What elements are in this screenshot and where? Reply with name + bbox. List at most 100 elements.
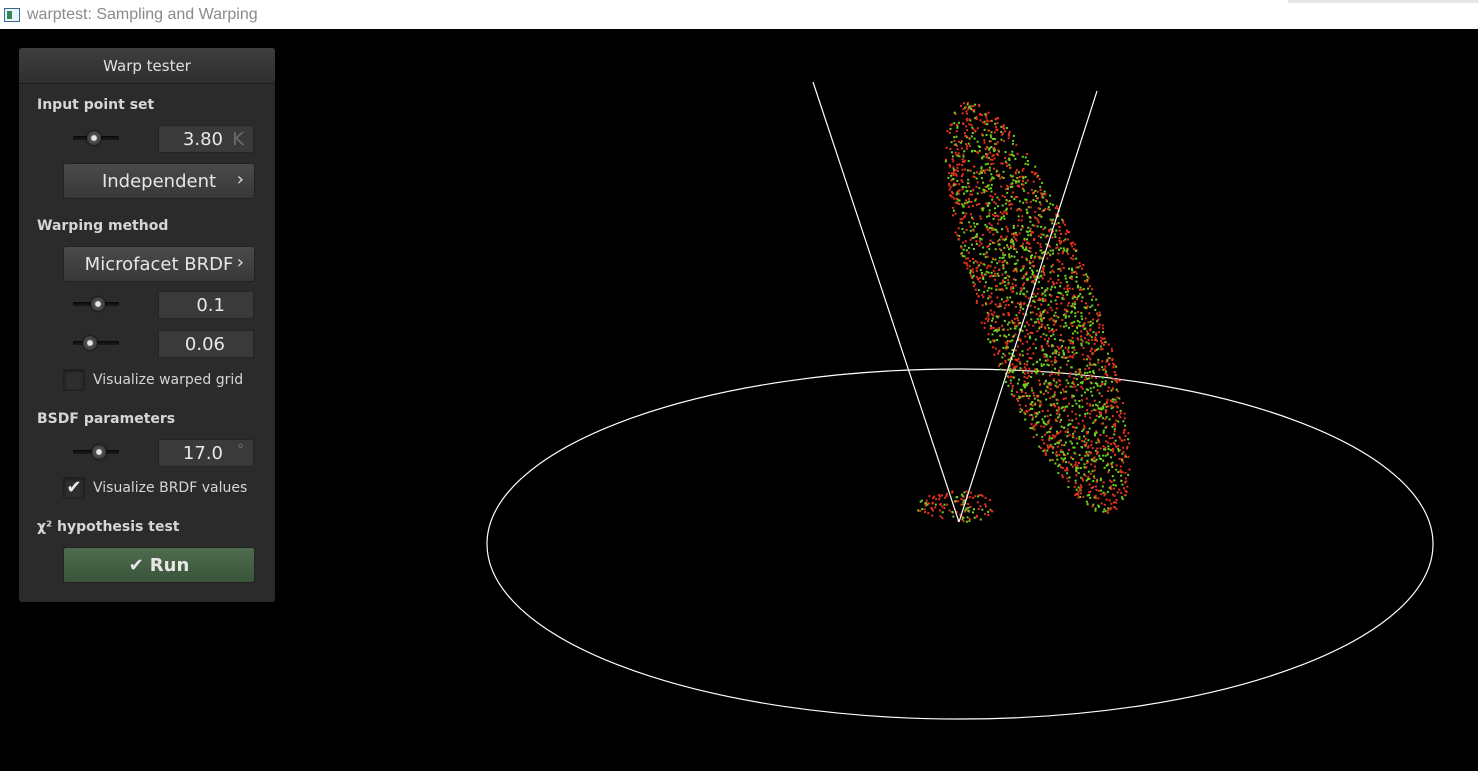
sample-point [1094, 364, 1097, 367]
sample-point [1002, 140, 1005, 143]
sample-point [1011, 319, 1014, 322]
visualize-warped-grid-row[interactable]: Visualize warped grid [63, 368, 243, 392]
sample-point [1055, 296, 1058, 298]
visualize-brdf-values-row[interactable]: ✔ Visualize BRDF values [63, 476, 247, 500]
sample-point [963, 102, 965, 105]
sample-point [984, 496, 987, 499]
param1-field[interactable]: 0.1 [158, 291, 254, 319]
sample-point [1080, 394, 1083, 397]
sample-point [1071, 419, 1074, 422]
param2-field[interactable]: 0.06 [158, 330, 254, 358]
sample-point [1019, 338, 1022, 341]
sample-point [971, 109, 974, 112]
sample-point [1101, 366, 1104, 369]
param2-slider[interactable] [73, 336, 119, 350]
warping-method-dropdown-button[interactable]: Microfacet BRDF › [63, 246, 255, 282]
slider-knob[interactable] [92, 445, 107, 459]
sample-point [1028, 395, 1031, 397]
sample-point [1036, 219, 1039, 222]
point-count-field[interactable]: 3.80 K [158, 125, 254, 153]
sample-point [1008, 321, 1011, 324]
slider-knob[interactable] [86, 131, 101, 145]
sample-point [962, 520, 965, 523]
sample-point [1107, 405, 1110, 408]
sample-point [1081, 382, 1084, 385]
sample-point [1011, 191, 1014, 194]
sample-point [956, 126, 959, 129]
sample-point [969, 270, 972, 273]
bsdf-angle-slider[interactable] [73, 445, 119, 459]
sample-point [978, 494, 981, 497]
sample-point [1008, 131, 1011, 133]
sample-point [1059, 247, 1062, 250]
sample-point [978, 103, 980, 106]
sample-point [997, 329, 1000, 332]
sample-point [957, 152, 960, 155]
visualize-warped-grid-checkbox[interactable] [63, 369, 85, 391]
sample-point [1072, 340, 1075, 343]
sample-point [1105, 405, 1108, 408]
slider-knob[interactable] [82, 336, 97, 350]
sample-point [1081, 446, 1083, 449]
sample-point [1092, 331, 1095, 334]
sample-point [1014, 327, 1017, 330]
sample-point [1091, 363, 1094, 366]
visualize-brdf-values-checkbox[interactable]: ✔ [63, 477, 85, 499]
sample-point [999, 304, 1002, 307]
slider-knob[interactable] [91, 297, 106, 311]
sample-point [976, 261, 979, 264]
sample-point [1025, 368, 1027, 371]
sample-point [1034, 338, 1037, 341]
sample-point [1065, 324, 1068, 327]
sample-point [1063, 223, 1066, 226]
sample-point [994, 215, 996, 218]
sample-point [949, 194, 952, 196]
sample-point [1118, 488, 1121, 491]
sample-point [1029, 407, 1032, 410]
point-type-dropdown-button[interactable]: Independent › [63, 163, 255, 199]
bsdf-angle-field[interactable]: 17.0 ° [158, 439, 254, 467]
sample-point [1054, 372, 1057, 375]
sample-point [1002, 170, 1005, 173]
sample-point [979, 505, 982, 508]
sample-point [958, 183, 961, 186]
sample-point [1001, 289, 1004, 292]
sample-point [998, 247, 1001, 250]
sample-point [1014, 268, 1017, 271]
sample-point [967, 160, 970, 162]
sample-point [1056, 432, 1059, 435]
sample-point [1040, 192, 1043, 195]
sample-point [1070, 366, 1073, 369]
sample-point [1003, 313, 1006, 316]
sample-point [1033, 300, 1036, 303]
sample-point [1051, 328, 1054, 331]
sample-point [1031, 404, 1034, 407]
sample-point [1018, 311, 1021, 314]
sample-point [1014, 278, 1017, 281]
sample-point [1076, 493, 1079, 496]
panel-title[interactable]: Warp tester [19, 48, 275, 84]
run-test-button[interactable]: ✔ Run [63, 547, 255, 583]
sample-point [1040, 236, 1043, 239]
sample-point [1066, 435, 1069, 438]
sample-point [1062, 452, 1065, 455]
sample-point [1104, 382, 1107, 385]
point-count-slider[interactable] [73, 131, 119, 145]
sample-point [1059, 366, 1062, 369]
sample-point [1033, 425, 1036, 428]
sample-point [1087, 389, 1089, 392]
sample-point [1003, 334, 1006, 337]
sample-point [1054, 320, 1057, 323]
sample-point [1031, 418, 1034, 421]
sample-point [978, 105, 981, 108]
sample-point [1124, 494, 1127, 496]
sample-point [1095, 430, 1098, 433]
param1-slider[interactable] [73, 297, 119, 311]
sample-point [1052, 323, 1055, 326]
sample-point [1079, 286, 1082, 289]
sample-point [989, 296, 992, 299]
sample-point [1122, 420, 1125, 423]
sample-point [1075, 402, 1078, 405]
sample-point [1055, 453, 1058, 456]
sample-point [1002, 253, 1005, 256]
